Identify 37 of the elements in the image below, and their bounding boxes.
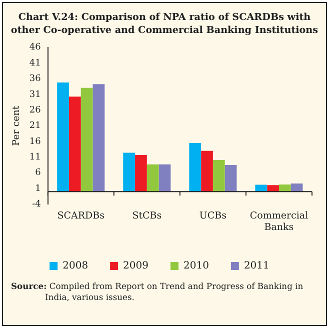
y-tick-label: 26 (29, 105, 42, 116)
y-tick-label: 6 (35, 168, 42, 178)
bar (135, 154, 147, 192)
legend-label: 2009 (123, 260, 149, 272)
bar (146, 164, 159, 192)
bar (267, 185, 279, 192)
bar (123, 152, 136, 192)
bar (278, 184, 291, 192)
bar (290, 184, 303, 192)
bar (158, 164, 171, 192)
bar (212, 160, 225, 192)
x-tick-label: StCBs (132, 210, 162, 222)
legend-label: 2011 (244, 260, 270, 272)
y-tick-label: 46 (29, 42, 42, 53)
y-tick-label: 36 (29, 74, 42, 84)
y-tick-label: 31 (29, 90, 41, 100)
bar (201, 150, 213, 192)
y-tick-label: 21 (29, 121, 41, 132)
bar (80, 88, 93, 192)
bar (57, 82, 69, 192)
bar (92, 84, 105, 192)
bar (189, 143, 202, 192)
x-tick-label: Commercial Banks (250, 210, 308, 233)
y-tick-label: 1 (35, 184, 41, 194)
bar (68, 96, 81, 192)
y-axis-title: Per cent (11, 106, 22, 146)
x-tick-label: UCBs (199, 210, 227, 222)
y-tick-label: -4 (32, 200, 42, 210)
x-tick-label: SCARDBs (57, 210, 105, 222)
source-note: Source: Compiled from Report on Trend and Progress of Banking in India, various issues. (11, 281, 304, 303)
y-tick-label: 11 (29, 152, 41, 163)
y-tick-label: 16 (29, 136, 42, 147)
chart-title: Chart V.24: Comparison of NPA ratio of SCARDBs with other Co-operative and Commercial Banking Institutions (10, 11, 320, 37)
y-tick-label: 41 (29, 58, 41, 68)
legend-label: 2008 (62, 260, 88, 272)
legend-label: 2010 (184, 260, 209, 272)
bar (224, 165, 237, 192)
